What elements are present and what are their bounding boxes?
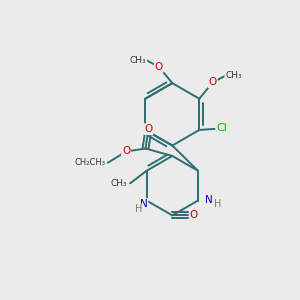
Text: CH₃: CH₃	[110, 179, 127, 188]
Text: O: O	[190, 210, 198, 220]
Text: H: H	[214, 199, 222, 209]
Text: Cl: Cl	[216, 124, 227, 134]
Text: CH₂CH₃: CH₂CH₃	[74, 158, 105, 167]
Text: O: O	[122, 146, 130, 157]
Text: N: N	[206, 195, 213, 205]
Text: CH₃: CH₃	[225, 71, 242, 80]
Text: N: N	[140, 199, 148, 209]
Text: O: O	[155, 62, 163, 72]
Text: CH₃: CH₃	[130, 56, 146, 65]
Text: H: H	[135, 204, 143, 214]
Text: O: O	[144, 124, 153, 134]
Text: O: O	[208, 77, 217, 87]
